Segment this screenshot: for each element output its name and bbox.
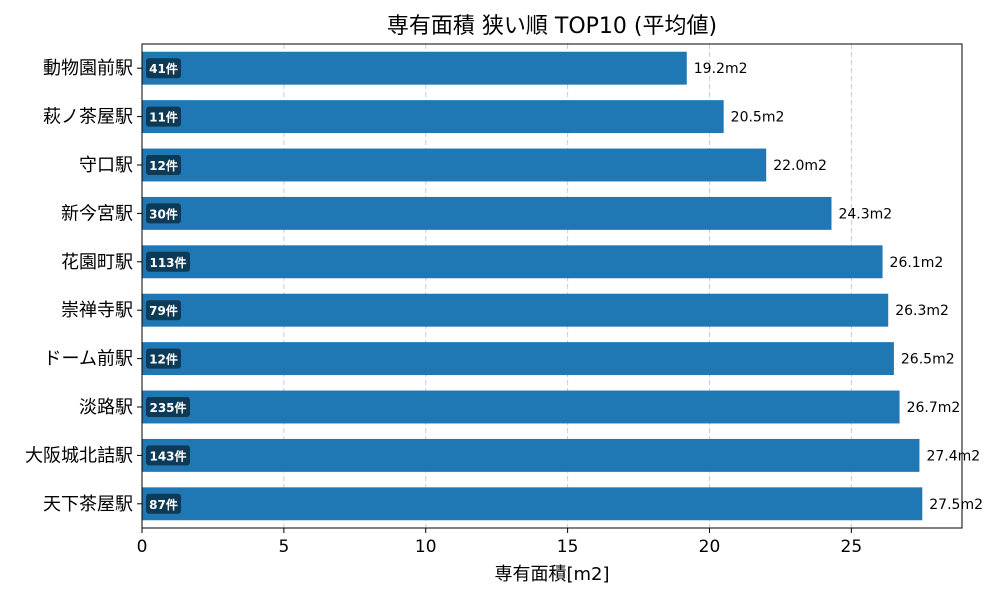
y-tick-label: 動物園前駅 [43,58,133,79]
count-label: 30件 [149,206,178,221]
y-tick-label: 萩ノ茶屋駅 [43,107,133,128]
count-badge [146,493,181,514]
count-label: 235件 [149,400,186,415]
count-badge [146,58,181,79]
count-label: 11件 [149,110,178,125]
count-label: 113件 [149,255,186,270]
count-badge [146,348,181,369]
y-tick-label: 新今宮駅 [61,203,133,224]
x-tick-label: 10 [415,537,437,557]
count-badge [146,203,181,224]
y-tick-label: 花園町駅 [61,252,133,273]
bar [142,100,724,134]
y-tick-label: 大阪城北詰駅 [25,445,133,466]
y-tick-label: ドーム前駅 [44,349,133,370]
value-label: 27.4m2 [926,448,980,464]
count-badge [146,445,190,466]
count-label: 79件 [149,303,178,318]
y-tick-label: 淡路駅 [79,397,133,418]
bar [142,390,900,424]
count-label: 41件 [149,61,178,76]
count-badge [146,300,181,321]
bar [142,148,767,182]
value-label: 26.3m2 [895,303,949,319]
value-label: 27.5m2 [929,497,983,513]
x-tick-label: 0 [137,537,148,557]
value-label: 26.5m2 [901,352,955,368]
bar [142,293,889,327]
bar [142,487,923,521]
bar [142,245,883,279]
x-tick-label: 5 [278,537,289,557]
count-badge [146,155,181,175]
value-label: 26.7m2 [907,400,961,416]
count-label: 143件 [149,448,186,463]
count-badge [146,106,181,127]
value-label: 26.1m2 [890,255,944,271]
count-label: 12件 [149,158,178,173]
axes: 動物園前駅萩ノ茶屋駅守口駅新今宮駅花園町駅崇禅寺駅ドーム前駅淡路駅大阪城北詰駅天… [25,43,963,557]
y-tick-label: 天下茶屋駅 [43,494,133,515]
count-badge [146,397,190,417]
bars: 41件 19.2m2 11件 20.5m2 12件 22.0m2 30件 24.3m2 113件… [142,51,983,521]
value-label: 22.0m2 [773,158,827,174]
bar [142,438,920,472]
count-badge [146,251,190,272]
value-label: 20.5m2 [731,110,785,126]
count-label: 12件 [149,352,178,367]
chart-title: 専有面積 狭い順 TOP10 (平均値) [387,14,717,39]
y-tick-label: 崇禅寺駅 [61,300,133,321]
bar [142,51,687,85]
x-tick-label: 20 [699,537,721,557]
count-label: 87件 [149,497,178,512]
x-tick-label: 25 [841,537,863,557]
y-tick-label: 守口駅 [79,155,133,176]
x-axis-label: 専有面積[m2] [494,564,609,585]
plot-frame [141,43,963,529]
bar [142,196,832,230]
bar [142,342,894,376]
value-label: 19.2m2 [694,61,748,77]
value-label: 24.3m2 [838,206,892,222]
x-tick-label: 15 [557,537,579,557]
